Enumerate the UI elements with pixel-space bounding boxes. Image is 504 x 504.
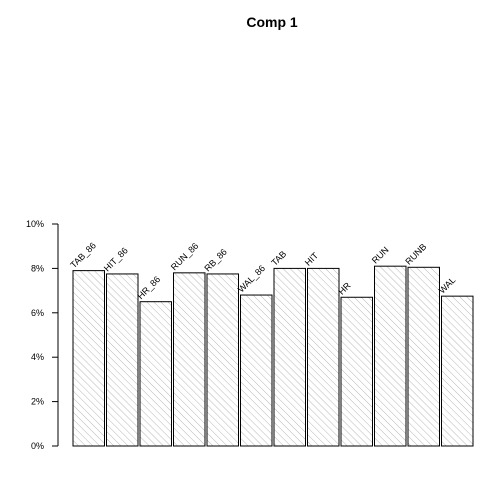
bar-label: RUNB bbox=[403, 242, 428, 267]
bars bbox=[72, 265, 474, 447]
bar bbox=[139, 301, 172, 447]
bar-label: RUN_86 bbox=[169, 241, 200, 272]
bar bbox=[407, 266, 440, 447]
bar bbox=[106, 273, 139, 447]
chart-title: Comp 1 bbox=[246, 14, 298, 30]
bar-label: WAL_86 bbox=[236, 263, 267, 294]
y-tick-label: 6% bbox=[31, 308, 44, 318]
bar bbox=[206, 273, 239, 447]
y-axis: 0% 2% 4% 6% 8% 10% bbox=[26, 219, 59, 451]
bar-label: HIT bbox=[303, 250, 321, 268]
bar-label: HIT_86 bbox=[102, 245, 130, 273]
y-tick-label: 4% bbox=[31, 352, 44, 362]
bar bbox=[307, 267, 340, 447]
y-tick-label: 10% bbox=[26, 219, 44, 229]
y-tick-label: 8% bbox=[31, 263, 44, 273]
bar bbox=[340, 296, 373, 447]
bar-label: TAB bbox=[269, 249, 288, 268]
bar-label: RUN bbox=[370, 245, 391, 266]
bar-label: TAB_86 bbox=[68, 240, 98, 270]
bar bbox=[72, 270, 105, 447]
bar bbox=[273, 267, 306, 447]
bar bbox=[441, 295, 474, 447]
bar-label: HR_86 bbox=[135, 274, 162, 301]
y-tick-label: 0% bbox=[31, 441, 44, 451]
bar bbox=[240, 294, 273, 447]
y-tick-label: 2% bbox=[31, 397, 44, 407]
bar-label: RB_86 bbox=[202, 247, 229, 274]
bar bbox=[374, 265, 407, 447]
bar bbox=[173, 272, 206, 447]
